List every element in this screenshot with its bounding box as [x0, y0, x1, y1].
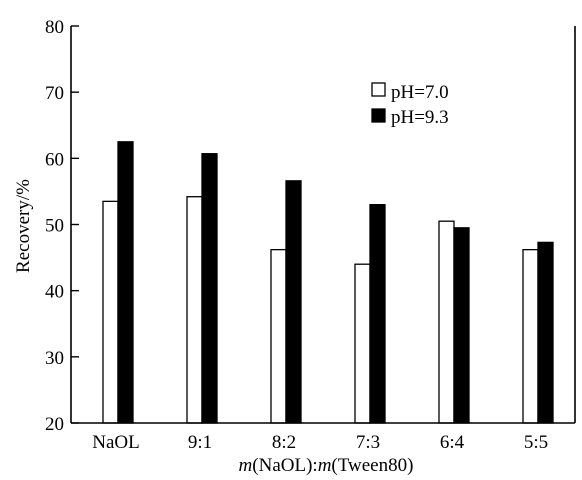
x-axis-title: m(NaOL):m(Tween80) [239, 455, 414, 476]
y-axis-title: Recovery/% [13, 179, 34, 273]
bar-ph93 [453, 227, 470, 424]
y-tick-label: 60 [45, 149, 64, 170]
bar-ph93 [285, 180, 302, 424]
legend-label-series-1: pH=7.0 [391, 82, 449, 103]
x-axis-title-part: (Tween80) [331, 455, 413, 476]
x-axis-title-part: m [239, 455, 253, 476]
y-tick-label: 30 [45, 348, 64, 369]
bar-ph7 [270, 248, 287, 424]
bar-ph7 [102, 200, 119, 424]
bar-ph93 [537, 241, 554, 424]
legend: pH=7.0 pH=9.3 [371, 82, 449, 128]
bar-ph93 [201, 153, 218, 424]
x-tick-label: 9:1 [188, 432, 212, 453]
y-tick-label: 80 [45, 17, 64, 38]
y-tick-label: 70 [45, 83, 64, 104]
x-tick-label: 7:3 [356, 432, 380, 453]
x-tick-label: 8:2 [272, 432, 296, 453]
bar-ph93 [117, 141, 134, 424]
x-axis-title-part: m [318, 455, 332, 476]
bar-ph7 [522, 248, 539, 424]
legend-swatch-series-2 [371, 108, 386, 123]
legend-label-series-2: pH=9.3 [391, 107, 449, 128]
x-tick-label: 6:4 [440, 432, 465, 453]
bars [102, 141, 554, 424]
y-tick-label: 20 [45, 414, 64, 435]
x-axis-title-part: (NaOL): [252, 455, 317, 476]
bar-ph7 [438, 220, 455, 424]
y-tick-label: 50 [45, 216, 64, 237]
bar-ph7 [186, 196, 203, 424]
x-tick-label: NaOL [92, 432, 139, 453]
x-tick-labels: NaOL 9:1 8:2 7:3 6:4 5:5 [92, 432, 548, 453]
bar-ph93 [369, 203, 386, 424]
bar-ph7 [354, 263, 371, 424]
axes-frame [70, 26, 576, 424]
y-tick-label: 40 [45, 282, 64, 303]
legend-swatch-series-1 [371, 82, 386, 97]
x-tick-label: 5:5 [524, 432, 548, 453]
y-ticks: 20 30 40 50 60 70 80 [45, 17, 79, 435]
